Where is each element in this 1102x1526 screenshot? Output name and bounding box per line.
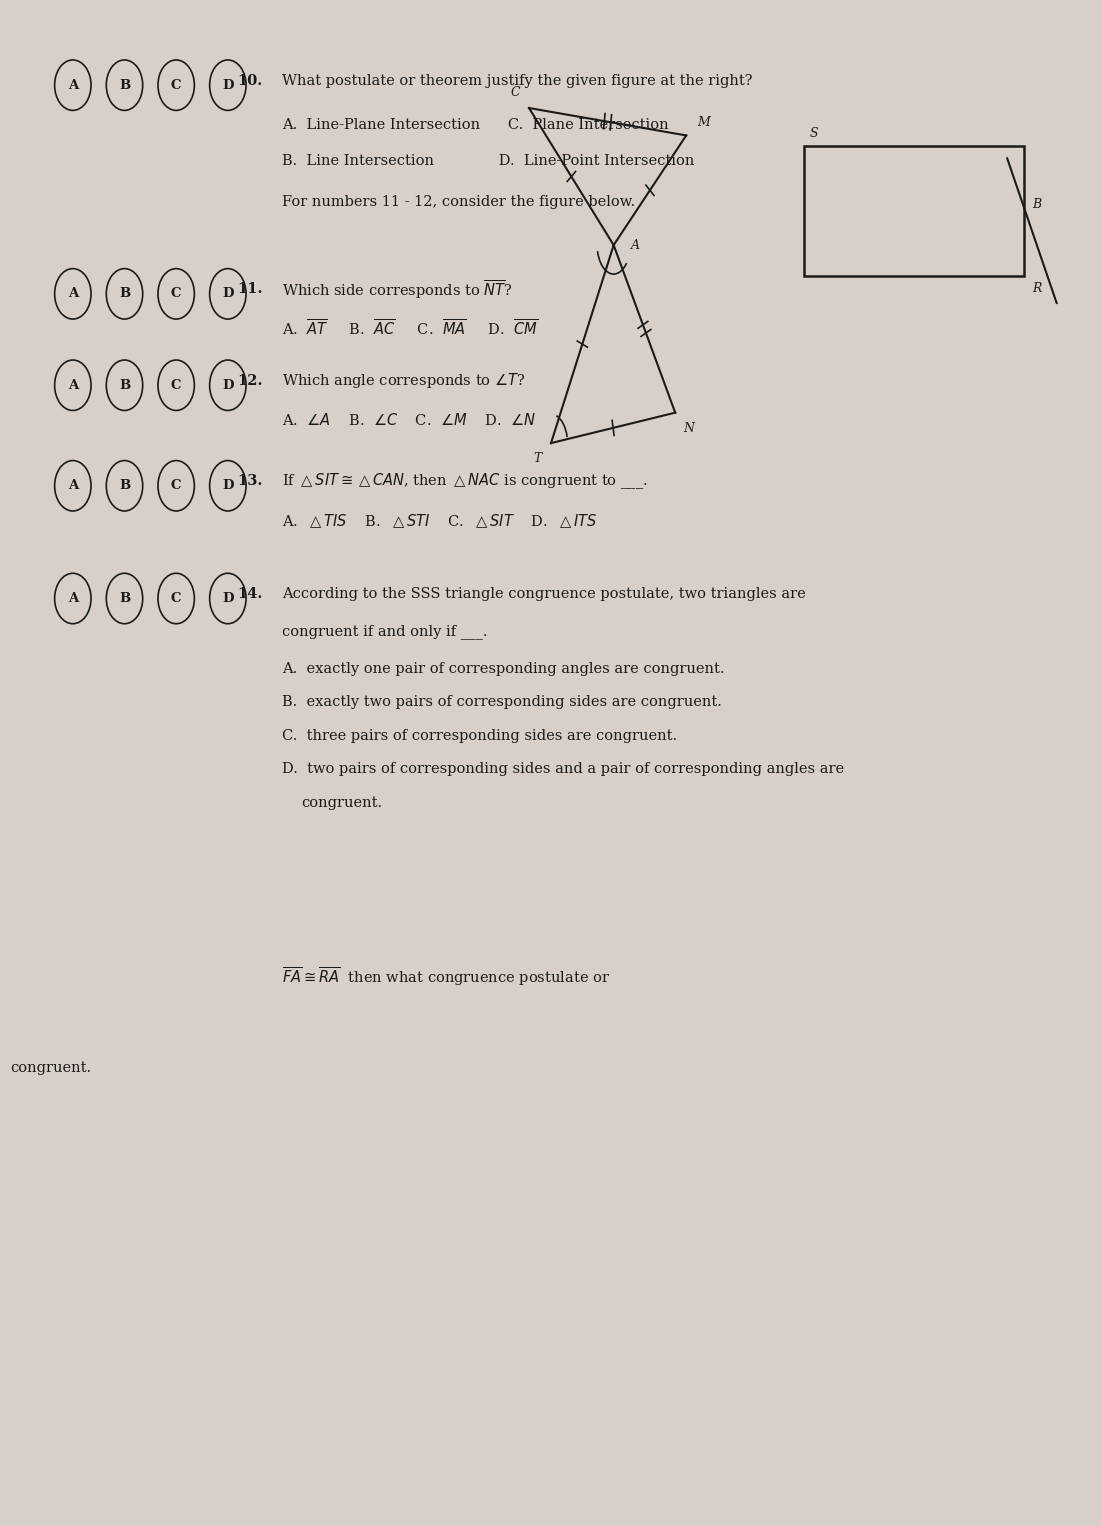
Text: 12.: 12. xyxy=(238,374,263,388)
Text: A: A xyxy=(631,238,640,252)
Text: For numbers 11 - 12, consider the figure below.: For numbers 11 - 12, consider the figure… xyxy=(282,195,635,209)
Text: Which angle corresponds to $\angle T$?: Which angle corresponds to $\angle T$? xyxy=(282,371,526,391)
Text: A.  $\overline{AT}$     B.  $\overline{AC}$     C.  $\overline{MA}$     D.  $\ov: A. $\overline{AT}$ B. $\overline{AC}$ C.… xyxy=(282,319,538,339)
Text: D: D xyxy=(223,479,234,493)
Text: A.  Line-Plane Intersection      C.  Plane Intersection: A. Line-Plane Intersection C. Plane Inte… xyxy=(282,118,668,131)
Text: congruent.: congruent. xyxy=(302,795,382,810)
Text: 11.: 11. xyxy=(238,282,263,296)
Text: 14.: 14. xyxy=(238,588,263,601)
Text: $\overline{FA} \cong \overline{RA}$  then what congruence postulate or: $\overline{FA} \cong \overline{RA}$ then… xyxy=(282,964,609,987)
Text: B.  Line Intersection              D.  Line-Point Intersection: B. Line Intersection D. Line-Point Inter… xyxy=(282,154,694,168)
Text: C: C xyxy=(171,79,182,92)
Text: congruent.: congruent. xyxy=(10,1061,91,1074)
Text: D: D xyxy=(223,79,234,92)
Text: R: R xyxy=(1033,282,1041,295)
Text: D: D xyxy=(223,378,234,392)
Text: C.  three pairs of corresponding sides are congruent.: C. three pairs of corresponding sides ar… xyxy=(282,728,677,743)
Text: S: S xyxy=(809,127,818,140)
Text: D.  two pairs of corresponding sides and a pair of corresponding angles are: D. two pairs of corresponding sides and … xyxy=(282,761,844,777)
Text: B.  exactly two pairs of corresponding sides are congruent.: B. exactly two pairs of corresponding si… xyxy=(282,694,722,710)
Text: B: B xyxy=(119,79,130,92)
Text: C: C xyxy=(171,479,182,493)
Text: N: N xyxy=(683,421,694,435)
Text: A.  exactly one pair of corresponding angles are congruent.: A. exactly one pair of corresponding ang… xyxy=(282,662,724,676)
Text: C: C xyxy=(171,287,182,301)
Text: C: C xyxy=(171,378,182,392)
Text: B: B xyxy=(1033,198,1041,211)
Text: A: A xyxy=(67,479,78,493)
Bar xyxy=(803,146,1024,276)
Text: Which side corresponds to $\overline{NT}$?: Which side corresponds to $\overline{NT}… xyxy=(282,278,512,301)
Text: congruent if and only if ___.: congruent if and only if ___. xyxy=(282,624,487,639)
Text: B: B xyxy=(119,287,130,301)
Text: A: A xyxy=(67,287,78,301)
Text: C: C xyxy=(171,592,182,604)
Text: A: A xyxy=(67,592,78,604)
Text: 13.: 13. xyxy=(238,475,263,488)
Text: A.  $\triangle TIS$    B.  $\triangle STI$    C.  $\triangle SIT$    D.  $\trian: A. $\triangle TIS$ B. $\triangle STI$ C.… xyxy=(282,513,597,530)
Text: M: M xyxy=(698,116,710,130)
Text: B: B xyxy=(119,479,130,493)
Text: B: B xyxy=(119,378,130,392)
Text: A: A xyxy=(67,79,78,92)
Text: C: C xyxy=(511,85,520,99)
Text: According to the SSS triangle congruence postulate, two triangles are: According to the SSS triangle congruence… xyxy=(282,588,806,601)
Text: D: D xyxy=(223,287,234,301)
Text: D: D xyxy=(223,592,234,604)
Text: What postulate or theorem justify the given figure at the right?: What postulate or theorem justify the gi… xyxy=(282,73,753,87)
Text: B: B xyxy=(119,592,130,604)
Text: A.  $\angle A$    B.  $\angle C$    C.  $\angle M$    D.  $\angle N$: A. $\angle A$ B. $\angle C$ C. $\angle M… xyxy=(282,412,536,429)
Text: If $\triangle SIT \cong \triangle CAN$, then $\triangle NAC$ is congruent to ___: If $\triangle SIT \cong \triangle CAN$, … xyxy=(282,472,647,491)
Text: 10.: 10. xyxy=(238,73,263,87)
Text: A: A xyxy=(67,378,78,392)
Text: T: T xyxy=(533,452,542,465)
